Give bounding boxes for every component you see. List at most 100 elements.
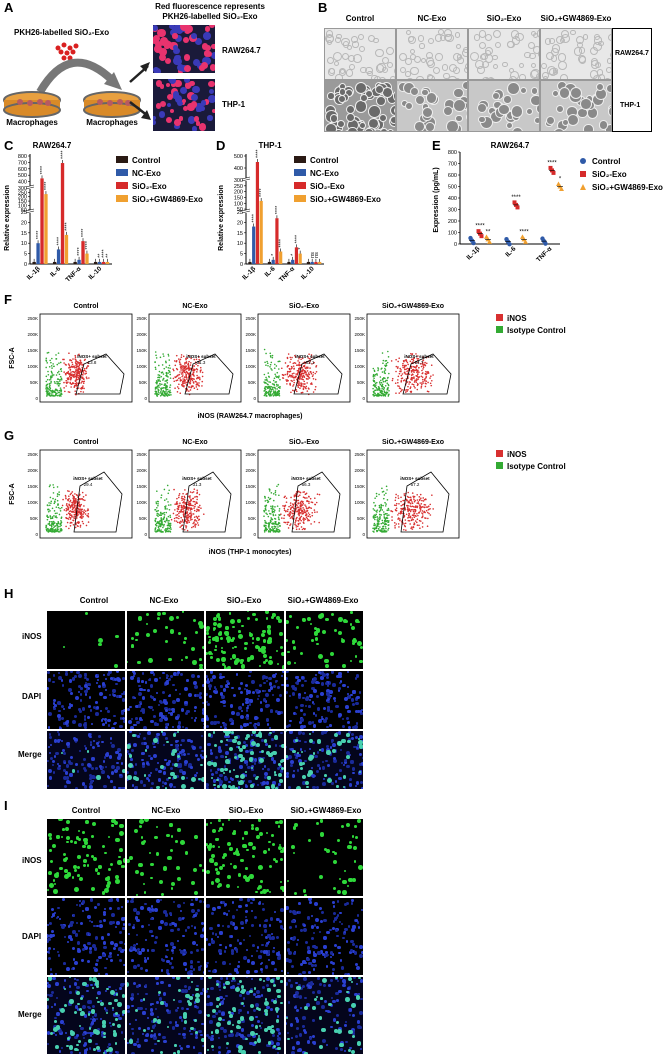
isotype-event [49, 394, 51, 397]
cell-dot [325, 675, 330, 680]
cell-dot [177, 632, 181, 636]
inos-event [306, 378, 308, 380]
gate-percentage: 57.2 [411, 482, 420, 487]
cell-dot [214, 714, 218, 718]
cell-dot [148, 678, 152, 682]
cell-dot [538, 50, 539, 58]
inos-event [290, 379, 293, 382]
cell-dot [104, 688, 107, 691]
cell-dot [173, 44, 179, 50]
isotype-event [45, 360, 48, 362]
inos-event [310, 371, 312, 373]
x-tick-label: TNF-α [278, 265, 296, 283]
significance-label: **** [279, 238, 285, 247]
cell-dot [168, 25, 175, 30]
isotype-event [167, 366, 170, 369]
inos-event [73, 517, 76, 520]
isotype-event [47, 508, 49, 511]
cell-dot [455, 43, 462, 50]
isotype-event [154, 527, 157, 529]
cell-dot [358, 121, 366, 129]
cell-dot [169, 616, 175, 622]
inos-event [181, 375, 183, 378]
cell-dot [198, 123, 207, 131]
isotype-event [168, 524, 170, 527]
inos-event [412, 509, 415, 511]
cell-dot [416, 75, 425, 79]
cell-dot [57, 733, 61, 736]
y-tick-label: 300 [234, 178, 243, 184]
isotype-event [168, 359, 171, 361]
cell-dot [606, 58, 611, 65]
isotype-event [51, 357, 53, 360]
inos-event [67, 498, 69, 501]
inos-event [420, 506, 423, 509]
cell-dot [346, 685, 350, 688]
inos-event [73, 500, 76, 503]
significance-label: **** [40, 165, 46, 174]
cell-dot [115, 682, 118, 685]
bar-sio-exo [101, 261, 106, 264]
isotype-event [59, 393, 62, 396]
inos-event [297, 513, 300, 515]
isotype-event [263, 510, 265, 512]
inos-event [424, 380, 426, 382]
cell-dot [405, 29, 412, 36]
inos-event [411, 505, 414, 508]
flow-y-tick: 50K [248, 380, 256, 385]
cell-dot [195, 37, 203, 45]
cell-dot [246, 611, 249, 613]
inos-event [202, 513, 205, 515]
y-tick-label: 150 [18, 199, 27, 205]
significance-label: **** [259, 188, 265, 197]
cell-dot [251, 642, 254, 645]
cell-dot [100, 770, 105, 774]
isotype-event [272, 493, 275, 495]
isotype-event [49, 517, 52, 520]
cell-dot [493, 29, 502, 38]
cell-dot [209, 25, 215, 29]
isotype-event [165, 511, 168, 514]
inos-event [289, 370, 292, 373]
inos-event [196, 388, 199, 391]
inos-event [397, 514, 399, 516]
cell-dot [57, 672, 60, 675]
cell-dot [355, 677, 358, 680]
inos-event [303, 365, 306, 368]
inos-event [403, 493, 406, 495]
inos-event [65, 509, 67, 512]
isotype-event [58, 493, 61, 496]
flow-y-tick: 200K [245, 468, 256, 473]
inos-event [310, 372, 313, 375]
cell-dot [355, 100, 368, 113]
isotype-event [376, 515, 379, 518]
inos-event [299, 382, 301, 384]
axis-break [243, 178, 249, 181]
cell-dot [100, 740, 104, 744]
inos-event [180, 369, 182, 371]
inos-event [414, 387, 416, 389]
flow-y-tick: 250K [27, 452, 38, 457]
inos-event [180, 354, 183, 356]
inos-event [73, 515, 76, 518]
panel-letter-g: G [4, 428, 15, 443]
inos-event [403, 528, 405, 531]
cell-dot [71, 769, 76, 773]
isotype-event [169, 514, 171, 517]
isotype-event [52, 520, 55, 523]
red-fluorescence-label: Red fluorescence represents PKH26-labell… [155, 2, 265, 21]
cell-dot [95, 705, 100, 710]
cell-dot [110, 764, 115, 769]
inos-event [408, 512, 410, 515]
inos-event [283, 507, 286, 510]
cell-dot [146, 632, 151, 637]
inos-event [183, 528, 186, 531]
cell-dot [246, 658, 250, 662]
inos-event [400, 377, 403, 380]
inos-event [185, 525, 188, 527]
cell-dot [268, 677, 272, 681]
y-tick-label: 500 [234, 154, 243, 160]
isotype-event [46, 378, 49, 381]
isotype-event [270, 513, 272, 515]
cell-dot [286, 684, 289, 688]
